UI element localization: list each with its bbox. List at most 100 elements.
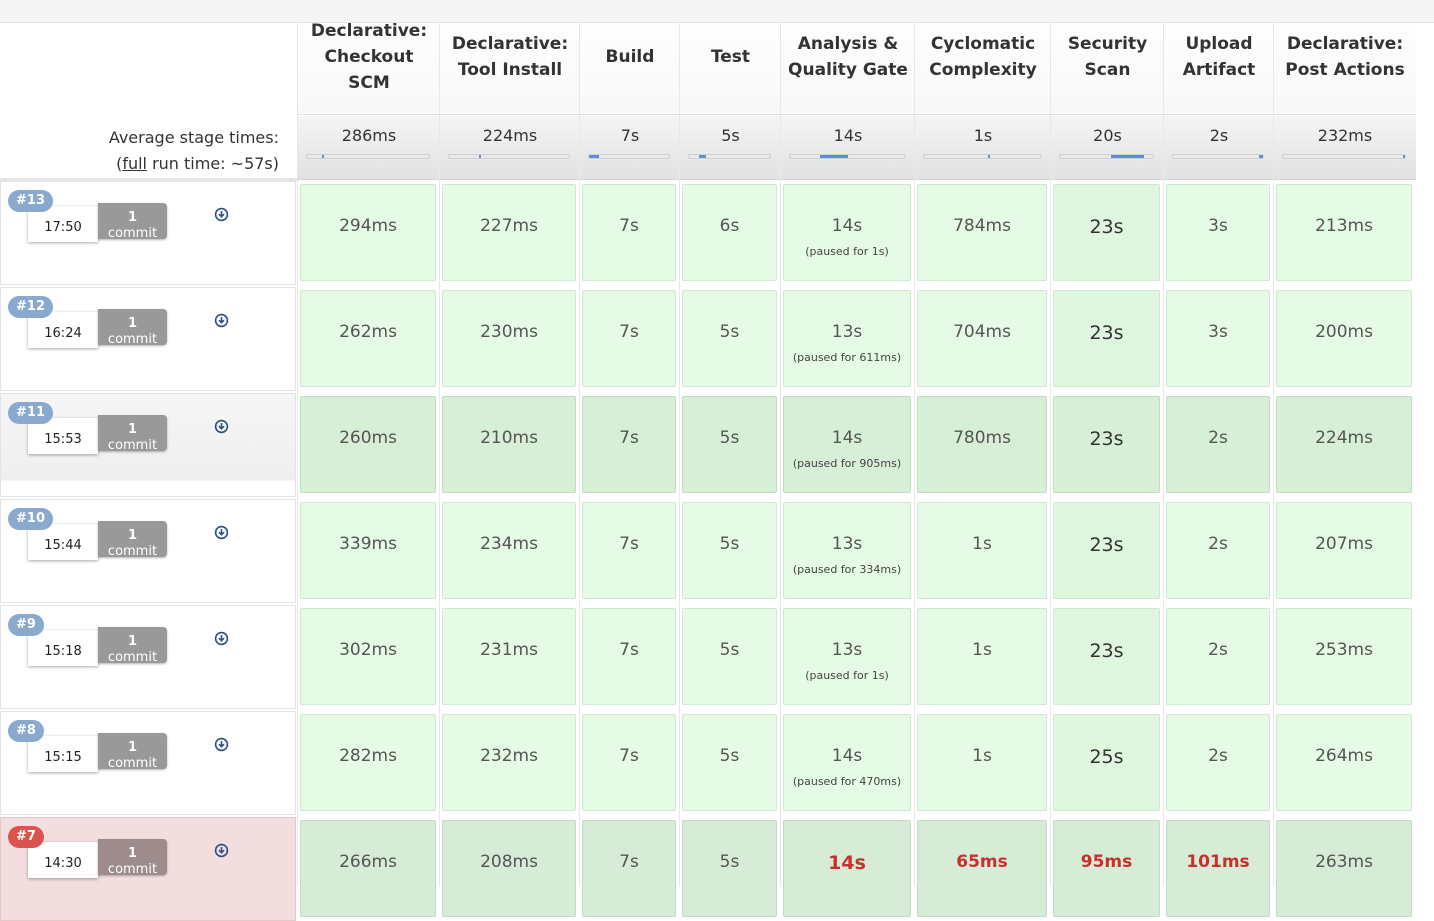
stage-cell[interactable]: 227ms (442, 184, 576, 281)
stage-cell[interactable]: 25s (1053, 714, 1160, 811)
build-number-badge[interactable]: #10 (8, 508, 53, 530)
stage-cell[interactable]: 5s (682, 502, 777, 599)
commits-button[interactable]: 1 commit (98, 203, 167, 239)
stage-cell[interactable]: 95ms (1053, 820, 1160, 917)
stage-cell[interactable]: 5s (682, 396, 777, 493)
stage-cell[interactable]: 264ms (1276, 714, 1412, 811)
stage-cell[interactable]: 7s (582, 290, 676, 387)
stage-cell[interactable]: 302ms (300, 608, 436, 705)
commits-button[interactable]: 1 commit (98, 839, 167, 875)
stage-cell[interactable]: 5s (682, 714, 777, 811)
stage-duration: 5s (719, 640, 740, 660)
stage-cell[interactable]: 263ms (1276, 820, 1412, 917)
stage-cell[interactable]: 5s (682, 290, 777, 387)
stage-cell[interactable]: 232ms (442, 714, 576, 811)
commits-button[interactable]: 1 commit (98, 733, 167, 769)
stage-cell[interactable]: 266ms (300, 820, 436, 917)
stage-cell[interactable]: 23s (1053, 396, 1160, 493)
stage-cell[interactable]: 14s (paused for 905ms) (783, 396, 911, 493)
run-summary: 15:53 1 commit #11 (0, 393, 296, 497)
stage-cell[interactable]: 282ms (300, 714, 436, 811)
download-circle-icon[interactable] (214, 631, 229, 646)
stage-cell[interactable]: 23s (1053, 502, 1160, 599)
stage-cell[interactable]: 3s (1166, 184, 1270, 281)
build-number-badge[interactable]: #9 (8, 614, 44, 636)
stage-cell[interactable]: 7s (582, 396, 676, 493)
commits-button[interactable]: 1 commit (98, 415, 167, 451)
stage-cell[interactable]: 13s (paused for 1s) (783, 608, 911, 705)
stage-cell[interactable]: 5s (682, 820, 777, 917)
stage-cell[interactable]: 23s (1053, 290, 1160, 387)
stage-cell[interactable]: 23s (1053, 184, 1160, 281)
stage-cell[interactable]: 213ms (1276, 184, 1412, 281)
build-number-badge[interactable]: #7 (8, 826, 44, 848)
stage-cell[interactable]: 101ms (1166, 820, 1270, 917)
stage-duration: 1s (972, 746, 992, 766)
stage-cell[interactable]: 7s (582, 502, 676, 599)
stage-cell[interactable]: 7s (582, 608, 676, 705)
download-circle-icon[interactable] (214, 737, 229, 752)
commits-button[interactable]: 1 commit (98, 309, 167, 345)
stage-cell[interactable]: 294ms (300, 184, 436, 281)
build-number-badge[interactable]: #13 (8, 190, 53, 212)
stage-cell[interactable]: 13s (paused for 334ms) (783, 502, 911, 599)
stage-duration: 282ms (339, 746, 397, 766)
build-number-badge[interactable]: #12 (8, 296, 53, 318)
build-number-badge[interactable]: #11 (8, 402, 53, 424)
commit-count: 1 (127, 422, 138, 437)
paused-duration: (paused for 1s) (805, 245, 889, 258)
stage-cell[interactable]: 207ms (1276, 502, 1412, 599)
full-run-link[interactable]: full (122, 154, 147, 173)
download-circle-icon[interactable] (214, 525, 229, 540)
stage-cell[interactable]: 224ms (1276, 396, 1412, 493)
paused-duration: (paused for 611ms) (792, 351, 902, 364)
stage-cell[interactable]: 260ms (300, 396, 436, 493)
download-circle-icon[interactable] (214, 207, 229, 222)
stage-cell[interactable]: 1s (917, 714, 1047, 811)
stage-cell[interactable]: 230ms (442, 290, 576, 387)
stage-cell[interactable]: 262ms (300, 290, 436, 387)
stage-cell[interactable]: 2s (1166, 502, 1270, 599)
stage-duration: 23s (1089, 534, 1124, 556)
stage-cell[interactable]: 2s (1166, 396, 1270, 493)
stage-cell[interactable]: 3s (1166, 290, 1270, 387)
commits-button[interactable]: 1 commit (98, 521, 167, 557)
stage-cell[interactable]: 234ms (442, 502, 576, 599)
stage-average-bar-fill (479, 155, 482, 158)
stage-cell[interactable]: 210ms (442, 396, 576, 493)
stage-duration: 14s (831, 216, 863, 236)
stage-cell[interactable]: 200ms (1276, 290, 1412, 387)
stage-cell[interactable]: 1s (917, 502, 1047, 599)
commits-button[interactable]: 1 commit (98, 627, 167, 663)
stage-cell[interactable]: 7s (582, 714, 676, 811)
stage-cell[interactable]: 253ms (1276, 608, 1412, 705)
paused-duration: (paused for 470ms) (792, 775, 902, 788)
stage-cell[interactable]: 65ms (917, 820, 1047, 917)
stage-cell[interactable]: 1s (917, 608, 1047, 705)
download-circle-icon[interactable] (214, 843, 229, 858)
build-number-badge[interactable]: #8 (8, 720, 44, 742)
stage-cell[interactable]: 7s (582, 820, 676, 917)
stage-cell[interactable]: 339ms (300, 502, 436, 599)
commit-label: commit (107, 332, 158, 345)
stage-cell[interactable]: 208ms (442, 820, 576, 917)
stage-cell[interactable]: 14s (783, 820, 911, 917)
stage-cell[interactable]: 13s (paused for 611ms) (783, 290, 911, 387)
stage-cell[interactable]: 14s (paused for 1s) (783, 184, 911, 281)
stage-cell[interactable]: 5s (682, 608, 777, 705)
build-time: 17:50 (28, 206, 98, 242)
stage-duration: 14s (831, 746, 863, 766)
stage-cell[interactable]: 704ms (917, 290, 1047, 387)
stage-cell[interactable]: 6s (682, 184, 777, 281)
stage-average-bar (448, 154, 570, 159)
stage-cell[interactable]: 2s (1166, 608, 1270, 705)
stage-cell[interactable]: 2s (1166, 714, 1270, 811)
stage-cell[interactable]: 7s (582, 184, 676, 281)
stage-cell[interactable]: 231ms (442, 608, 576, 705)
stage-cell[interactable]: 23s (1053, 608, 1160, 705)
stage-cell[interactable]: 780ms (917, 396, 1047, 493)
download-circle-icon[interactable] (214, 313, 229, 328)
download-circle-icon[interactable] (214, 419, 229, 434)
stage-cell[interactable]: 784ms (917, 184, 1047, 281)
stage-cell[interactable]: 14s (paused for 470ms) (783, 714, 911, 811)
